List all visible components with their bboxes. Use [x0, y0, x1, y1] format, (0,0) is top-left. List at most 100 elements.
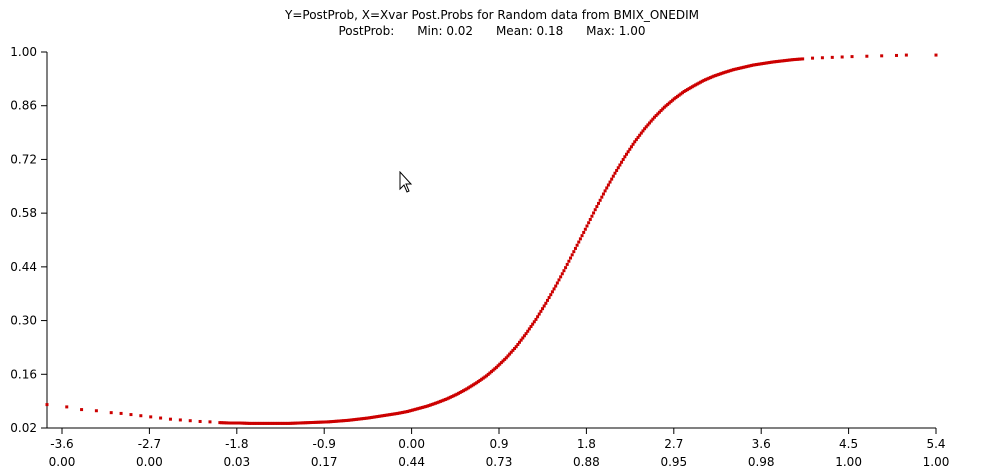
data-point [295, 421, 299, 425]
data-point [652, 115, 656, 119]
data-point [369, 416, 373, 420]
data-point [636, 135, 640, 139]
data-point [894, 53, 898, 57]
data-point [455, 392, 459, 396]
data-point [593, 208, 597, 212]
data-point [745, 65, 749, 69]
data-point [699, 80, 703, 84]
data-point [570, 253, 574, 257]
data-point [475, 381, 479, 385]
axes [41, 51, 937, 434]
x-tick-label: 0.9 [489, 437, 508, 451]
data-point [254, 421, 258, 425]
x-tick-label-secondary: 1.00 [835, 455, 862, 469]
data-point [513, 347, 517, 351]
data-point [597, 201, 601, 205]
data-point [501, 359, 505, 363]
data-point [427, 404, 431, 408]
data-point [740, 66, 744, 70]
data-point [379, 414, 383, 418]
x-tick-label: 0.00 [398, 437, 425, 451]
data-point [577, 240, 581, 244]
data-point [784, 58, 788, 62]
data-point [713, 74, 717, 78]
data-point [412, 408, 416, 412]
data-point [567, 259, 571, 263]
data-point [661, 107, 665, 111]
data-point [641, 129, 645, 133]
data-point [312, 420, 316, 424]
data-point [315, 420, 319, 424]
data-point [516, 342, 520, 346]
data-point [572, 250, 576, 254]
data-point [509, 350, 513, 354]
data-point [333, 419, 337, 423]
data-point [904, 53, 908, 57]
data-point [583, 227, 587, 231]
data-point [759, 62, 763, 66]
data-point [511, 348, 515, 352]
data-point [448, 395, 452, 399]
data-point [486, 372, 490, 376]
data-point [378, 414, 382, 418]
tick-labels: 1.00 0.86 0.72 0.58 0.44 0.30 0.16 0.02 -3.6 0.00… [10, 45, 949, 469]
data-point [178, 418, 182, 422]
data-point [476, 380, 480, 384]
data-point [462, 389, 466, 393]
y-tick-label: 0.86 [10, 99, 37, 113]
data-point [371, 415, 375, 419]
data-point [763, 61, 767, 65]
data-point [620, 160, 624, 164]
data-point [580, 234, 584, 238]
data-point [381, 414, 385, 418]
data-point [728, 69, 732, 73]
data-point [550, 290, 554, 294]
data-point [445, 397, 449, 401]
data-point [266, 421, 270, 425]
data-point [282, 421, 286, 425]
data-point [323, 420, 327, 424]
data-point [755, 63, 759, 67]
data-point [249, 421, 253, 425]
x-tick-label-secondary: 0.98 [748, 455, 775, 469]
x-tick-label-secondary: 0.00 [49, 455, 76, 469]
data-point [621, 157, 625, 161]
data-point [587, 221, 591, 225]
data-point [241, 421, 245, 425]
data-point [239, 421, 243, 425]
data-point [224, 421, 228, 425]
data-point [386, 413, 390, 417]
data-point [771, 60, 775, 64]
data-point [768, 60, 772, 64]
data-point [695, 82, 699, 86]
data-point [313, 420, 317, 424]
data-point [779, 59, 783, 63]
data-point [624, 152, 628, 156]
data-point [569, 256, 573, 260]
data-point [343, 419, 347, 423]
data-point [704, 78, 708, 82]
data-point [264, 421, 268, 425]
chart-subtitle: PostProb: Min: 0.02 Mean: 0.18 Max: 1.00 [0, 24, 984, 38]
data-point [409, 409, 413, 413]
data-point [488, 371, 492, 375]
data-point [361, 417, 365, 421]
data-point [787, 58, 791, 62]
data-point [45, 403, 49, 407]
data-point [440, 399, 444, 403]
data-point [188, 419, 192, 423]
data-point [406, 410, 410, 414]
data-point [387, 413, 391, 417]
data-point [208, 420, 212, 424]
data-point [401, 410, 405, 414]
data-point [700, 79, 704, 83]
data-point [376, 414, 380, 418]
data-point [764, 61, 768, 65]
data-point [582, 230, 586, 234]
data-point [259, 421, 263, 425]
data-point [297, 421, 301, 425]
data-point [292, 421, 296, 425]
data-point [573, 246, 577, 250]
data-point [432, 402, 436, 406]
data-point [644, 125, 648, 129]
